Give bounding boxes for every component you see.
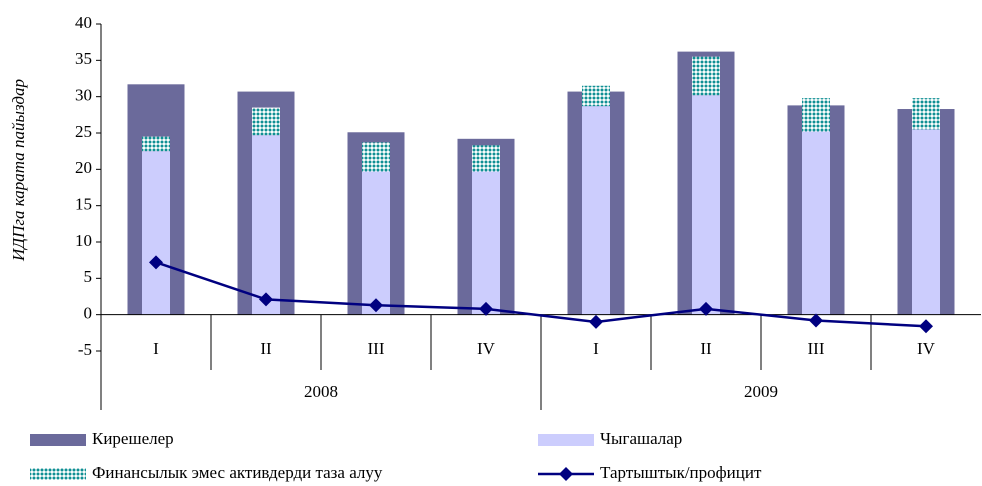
- year-label: 2009: [744, 382, 778, 401]
- y-tick-label: 35: [75, 49, 92, 68]
- legend-label: Чыгашалар: [600, 429, 682, 448]
- y-tick-label: 5: [84, 267, 93, 286]
- x-tick-label: IV: [477, 339, 496, 358]
- expense-bar: [692, 95, 720, 315]
- y-tick-label: 25: [75, 122, 92, 141]
- y-axis-label: ИДПга карата пайыздар: [9, 79, 28, 262]
- x-tick-label: III: [808, 339, 825, 358]
- balance-marker: [919, 319, 933, 334]
- expense-bar: [472, 171, 500, 315]
- x-tick-label: IV: [917, 339, 936, 358]
- x-tick-label: II: [700, 339, 712, 358]
- expense-bar: [362, 171, 390, 315]
- x-tick-label: I: [593, 339, 599, 358]
- asset-bar: [582, 85, 610, 107]
- balance-marker: [699, 301, 713, 316]
- expense-bar: [582, 106, 610, 315]
- balance-line: [155, 261, 927, 328]
- expense-bar: [912, 129, 940, 315]
- balance-marker: [589, 314, 603, 329]
- x-tick-label: III: [368, 339, 385, 358]
- asset-bar: [472, 145, 500, 172]
- asset-bar: [142, 136, 170, 152]
- legend-swatch: [30, 468, 86, 480]
- legend-swatch: [538, 434, 594, 446]
- legend-label: Финансылык эмес активдерди таза алуу: [92, 463, 383, 482]
- expense-bar: [142, 151, 170, 315]
- y-tick-label: -5: [78, 340, 92, 359]
- x-tick-label: I: [153, 339, 159, 358]
- expense-bar: [802, 131, 830, 315]
- asset-bar: [802, 98, 830, 132]
- y-tick-label: 30: [75, 86, 92, 105]
- asset-bar: [692, 56, 720, 96]
- legend-marker: [559, 467, 573, 481]
- x-tick-label: II: [260, 339, 272, 358]
- legend-label: Тартыштык/профицит: [600, 463, 762, 482]
- balance-marker: [479, 301, 493, 316]
- y-tick-label: 15: [75, 195, 92, 214]
- balance-marker: [369, 298, 383, 313]
- y-tick-label: 20: [75, 158, 92, 177]
- balance-marker: [809, 313, 823, 328]
- balance-marker: [149, 255, 163, 270]
- asset-bar: [362, 142, 390, 172]
- legend-swatch: [30, 434, 86, 446]
- expense-bar: [252, 135, 280, 315]
- y-tick-label: 40: [75, 13, 92, 32]
- legend-label: Кирешелер: [92, 429, 174, 448]
- y-tick-label: 10: [75, 231, 92, 250]
- y-tick-label: 0: [84, 304, 93, 323]
- asset-bar: [252, 107, 280, 136]
- year-label: 2008: [304, 382, 338, 401]
- asset-bar: [912, 98, 940, 130]
- balance-marker: [259, 292, 273, 307]
